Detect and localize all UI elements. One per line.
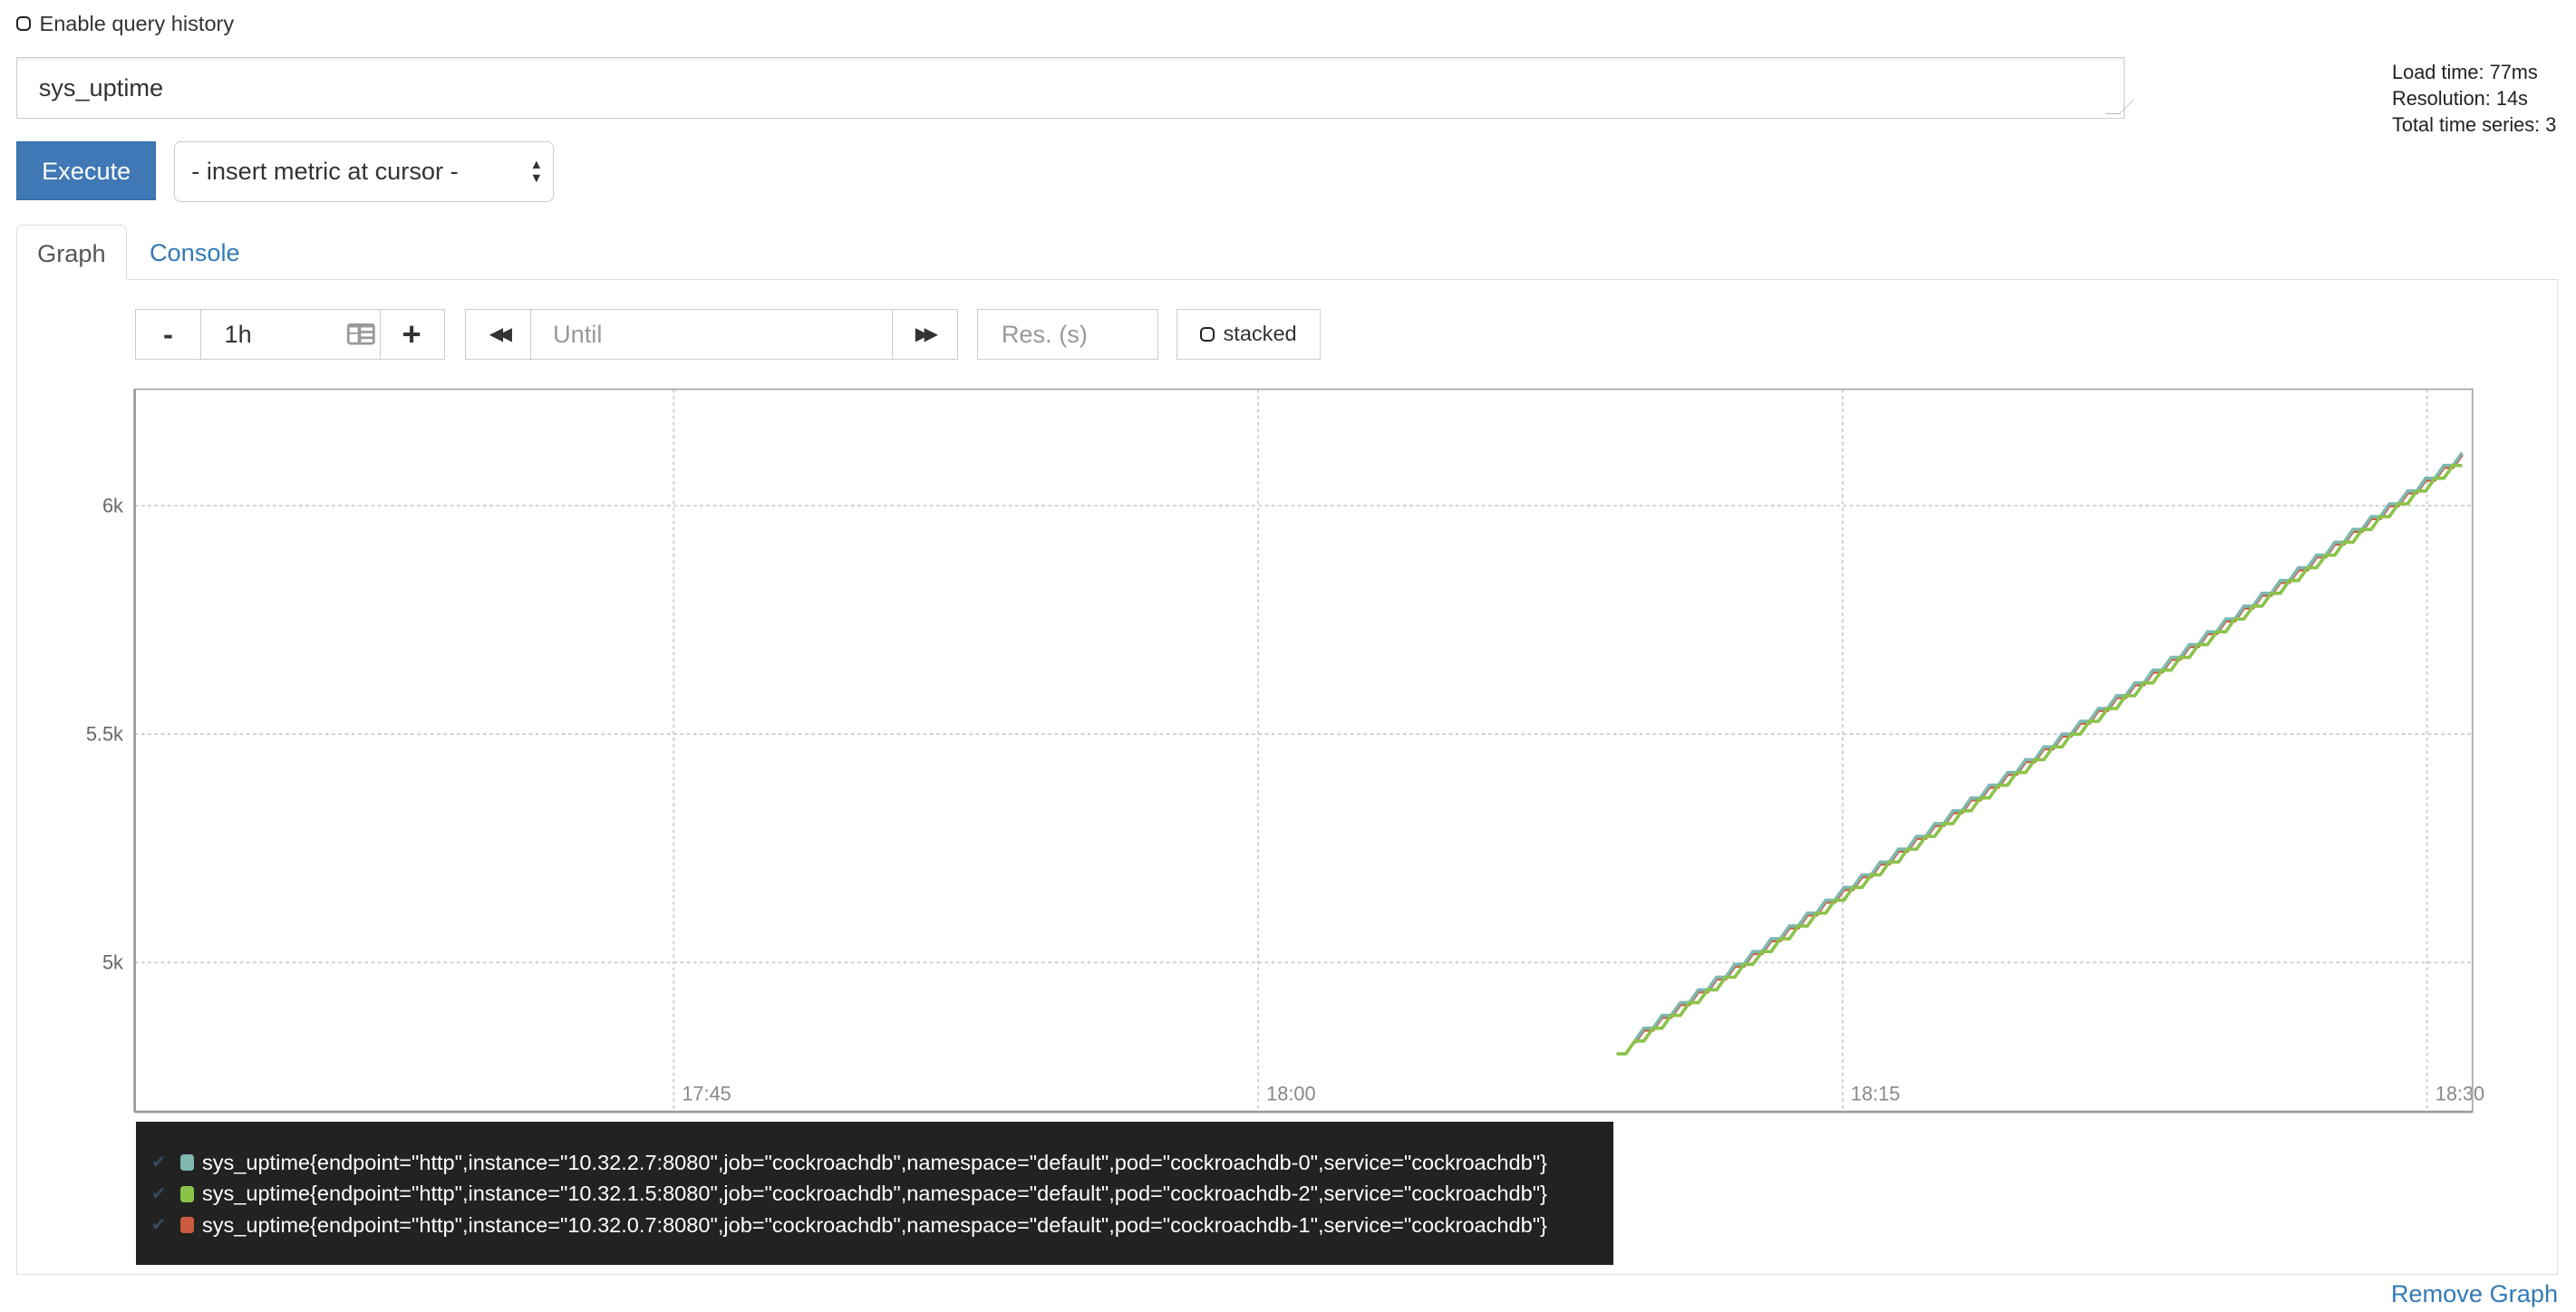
y-tick-label: 5k: [102, 950, 123, 973]
query-history-checkbox[interactable]: [16, 16, 32, 32]
execute-button[interactable]: Execute: [16, 140, 157, 201]
tab-console[interactable]: Console: [149, 237, 240, 266]
legend-label: sys_uptime{endpoint="http",instance="10.…: [201, 1212, 1547, 1237]
range-control: - 1h +: [134, 308, 446, 360]
insert-metric-selected: - insert metric at cursor -: [191, 157, 459, 186]
decrease-range-button[interactable]: -: [136, 309, 202, 359]
legend-item[interactable]: ✔ sys_uptime{endpoint="http",instance="1…: [151, 1212, 1547, 1239]
expression-value: sys_uptime: [38, 72, 164, 101]
x-tick-label: 18:30: [2436, 1082, 2484, 1105]
stacked-label: stacked: [1223, 322, 1297, 346]
double-chevron-left-icon: ◀◀: [489, 323, 512, 344]
series-line-0: [1633, 451, 2464, 1042]
query-history-toggle[interactable]: Enable query history: [16, 12, 234, 36]
x-tick-label: 18:00: [1266, 1082, 1315, 1105]
legend-check-icon[interactable]: ✔: [150, 1215, 167, 1236]
resolution: Resolution: 14s: [2392, 87, 2528, 111]
tab-graph[interactable]: Graph: [16, 225, 127, 281]
calendar-icon[interactable]: [346, 323, 376, 345]
stacked-toggle[interactable]: stacked: [1176, 308, 1322, 360]
graph-panel: [16, 279, 2559, 1275]
until-input[interactable]: Until: [531, 309, 894, 359]
increase-range-button[interactable]: +: [402, 314, 421, 352]
total-time-series: Total time series: 3: [2392, 113, 2557, 137]
range-value: 1h: [224, 319, 252, 348]
series-line-1: [1616, 463, 2463, 1056]
back-button[interactable]: ◀◀: [466, 309, 532, 359]
legend-item[interactable]: ✔ sys_uptime{endpoint="http",instance="1…: [151, 1181, 1547, 1207]
legend-label: sys_uptime{endpoint="http",instance="10.…: [201, 1182, 1547, 1206]
query-info: Load time: 77ms Resolution: 14s Total ti…: [2392, 59, 2556, 138]
y-tick-label: 5.5k: [86, 722, 123, 745]
legend-swatch: [180, 1185, 194, 1202]
expression-input[interactable]: sys_uptime: [16, 57, 2135, 119]
uptime-chart: 5k 5.5k 6k 17:45 18:00 18:15 18:30: [86, 388, 2484, 1114]
insert-metric-select[interactable]: - insert metric at cursor - ▲ ▼: [174, 140, 554, 202]
x-tick-label: 18:15: [1851, 1082, 1900, 1105]
remove-graph-link[interactable]: Remove Graph: [2390, 1278, 2559, 1307]
plot-frame: [133, 388, 2474, 1113]
resolution-input[interactable]: Res. (s): [977, 308, 1158, 360]
legend-swatch: [180, 1217, 194, 1234]
legend-check-icon[interactable]: ✔: [150, 1153, 167, 1173]
range-input[interactable]: 1h: [201, 309, 381, 359]
legend: ✔ sys_uptime{endpoint="http",instance="1…: [136, 1121, 1613, 1265]
y-tick-label: 6k: [102, 494, 123, 516]
x-tick-label: 17:45: [682, 1082, 731, 1105]
legend-check-icon[interactable]: ✔: [150, 1183, 167, 1204]
stacked-checkbox[interactable]: [1200, 326, 1215, 342]
legend-swatch: [180, 1154, 194, 1172]
legend-item[interactable]: ✔ sys_uptime{endpoint="http",instance="1…: [151, 1150, 1547, 1176]
legend-label: sys_uptime{endpoint="http",instance="10.…: [201, 1150, 1547, 1174]
double-chevron-right-icon: ▶▶: [915, 323, 938, 344]
query-history-label: Enable query history: [39, 11, 235, 35]
load-time: Load time: 77ms: [2392, 61, 2538, 84]
end-time-control: ◀◀ Until ▶▶: [464, 308, 958, 360]
forward-button[interactable]: ▶▶: [893, 310, 955, 359]
select-arrows-icon: ▲ ▼: [529, 158, 543, 186]
